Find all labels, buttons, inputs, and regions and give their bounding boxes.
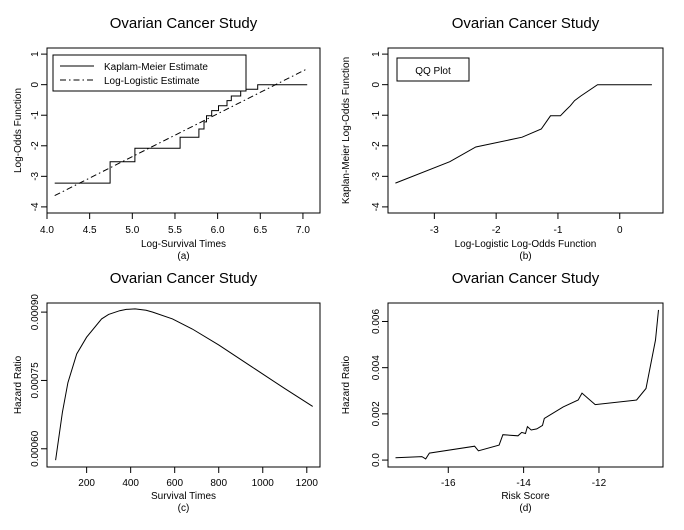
y-tick-label: -3 bbox=[371, 171, 382, 180]
x-tick-label: 800 bbox=[210, 478, 227, 489]
legend-box bbox=[52, 54, 247, 92]
y-tick-label: -2 bbox=[371, 141, 382, 150]
series-line bbox=[55, 308, 313, 461]
chart-title: Ovarian Cancer Study bbox=[452, 270, 600, 287]
legend-entry: Log-Logistic Estimate bbox=[104, 76, 200, 87]
legend-box bbox=[396, 57, 470, 82]
y-axis-label: Hazard Ratio bbox=[13, 355, 24, 414]
y-axis-label: Hazard Ratio bbox=[341, 355, 352, 414]
chart-panel-d: Ovarian Cancer Study Risk Score(d) Hazard … bbox=[341, 270, 664, 514]
legend-entry: Kaplam-Meier Estimate bbox=[104, 62, 208, 73]
chart-panel-a: Ovarian Cancer Study Log-Survival Times(a… bbox=[13, 15, 321, 262]
x-tick-label: 5.5 bbox=[168, 225, 182, 236]
legend: QQ Plot bbox=[396, 57, 470, 82]
x-tick-label: 400 bbox=[122, 478, 139, 489]
y-tick-label: -3 bbox=[30, 171, 41, 180]
chart-panel-b: Ovarian Cancer Study Log-Logistic Log-Odd… bbox=[341, 15, 664, 262]
panel-caption: (b) bbox=[519, 251, 531, 262]
x-tick-label: 6.0 bbox=[211, 225, 225, 236]
y-tick-label: 0.00075 bbox=[30, 362, 41, 399]
series-line bbox=[395, 309, 659, 460]
chart-title: Ovarian Cancer Study bbox=[110, 15, 258, 32]
x-tick-label: 1200 bbox=[296, 478, 319, 489]
x-tick-label: 1000 bbox=[252, 478, 275, 489]
y-tick-label: 0.004 bbox=[371, 355, 382, 380]
y-tick-label: 0.00090 bbox=[30, 294, 41, 331]
x-tick-label: 200 bbox=[78, 478, 95, 489]
y-tick-label: -2 bbox=[30, 141, 41, 150]
y-tick-label: -1 bbox=[30, 110, 41, 119]
series-line bbox=[395, 84, 652, 184]
y-tick-label: 0 bbox=[30, 81, 41, 87]
y-tick-label: 0.0 bbox=[371, 453, 382, 467]
chart-title: Ovarian Cancer Study bbox=[452, 15, 600, 32]
plot-frame bbox=[387, 302, 664, 468]
y-axis-label: Log-Odds Function bbox=[13, 88, 24, 173]
plot-frame bbox=[387, 47, 664, 214]
panel-caption: (d) bbox=[519, 503, 531, 514]
y-tick-label: 1 bbox=[30, 51, 41, 57]
x-tick-label: -12 bbox=[592, 478, 607, 489]
x-tick-label: 4.5 bbox=[83, 225, 97, 236]
y-tick-label: 0.002 bbox=[371, 401, 382, 426]
x-tick-label: 7.0 bbox=[296, 225, 310, 236]
y-tick-label: 0.006 bbox=[371, 309, 382, 334]
y-tick-label: 0.00060 bbox=[30, 430, 41, 467]
chart-panel-c: Ovarian Cancer Study Survival Times(c) Haz… bbox=[13, 270, 321, 514]
plot-frame bbox=[46, 47, 321, 214]
x-tick-label: -2 bbox=[492, 225, 501, 236]
y-axis-label: Kaplan-Meier Log-Odds Function bbox=[341, 57, 352, 204]
x-tick-label: 0 bbox=[617, 225, 623, 236]
x-tick-label: 5.0 bbox=[125, 225, 139, 236]
x-axis-label: Log-Survival Times bbox=[141, 239, 226, 250]
x-tick-label: 6.5 bbox=[253, 225, 267, 236]
y-tick-label: -1 bbox=[371, 110, 382, 119]
x-tick-label: -16 bbox=[441, 478, 456, 489]
plot-frame bbox=[46, 302, 321, 468]
panel-caption: (a) bbox=[177, 251, 189, 262]
chart-title: Ovarian Cancer Study bbox=[110, 270, 258, 287]
y-tick-label: -4 bbox=[371, 202, 382, 211]
panel-caption: (c) bbox=[178, 503, 190, 514]
x-tick-label: -14 bbox=[516, 478, 531, 489]
x-axis-label: Risk Score bbox=[501, 491, 550, 502]
x-tick-label: 4.0 bbox=[40, 225, 54, 236]
legend: Kaplam-Meier Estimate Log-Logistic Estima… bbox=[52, 54, 247, 92]
series-line bbox=[54, 84, 308, 184]
x-tick-label: -1 bbox=[553, 225, 562, 236]
x-tick-label: 600 bbox=[166, 478, 183, 489]
series-line bbox=[54, 68, 308, 197]
y-tick-label: -4 bbox=[30, 202, 41, 211]
y-tick-label: 0 bbox=[371, 81, 382, 87]
x-axis-label: Log-Logistic Log-Odds Function bbox=[455, 239, 597, 250]
y-tick-label: 1 bbox=[371, 51, 382, 57]
x-axis-label: Survival Times bbox=[151, 491, 216, 502]
legend-entry: QQ Plot bbox=[415, 66, 451, 77]
x-tick-label: -3 bbox=[430, 225, 439, 236]
